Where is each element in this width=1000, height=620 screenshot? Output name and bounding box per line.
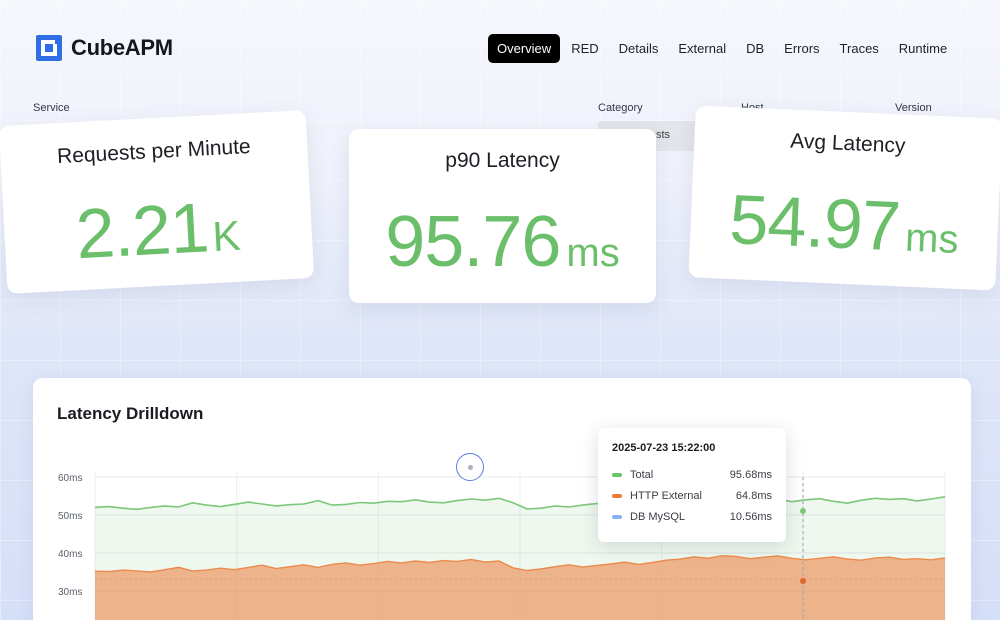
- tab-details[interactable]: Details: [618, 41, 659, 56]
- top-nav: Overview RED Details External DB Errors Traces…: [488, 34, 956, 63]
- tooltip-series-value: 10.56ms: [729, 511, 772, 523]
- tooltip-timestamp: 2025-07-23 15:22:00: [612, 442, 716, 454]
- y-tick-label: 50ms: [58, 511, 82, 522]
- tab-red[interactable]: RED: [571, 41, 599, 56]
- series-area-http-external: [95, 555, 945, 620]
- tab-traces[interactable]: Traces: [839, 41, 879, 56]
- series-line-http-external: [94, 554, 946, 573]
- tooltip-row: DB MySQL 10.56ms: [612, 510, 772, 524]
- version-filter-label: Version: [895, 102, 932, 114]
- series-line-total: [94, 496, 946, 511]
- category-select-value: sts: [655, 129, 670, 141]
- tab-overview[interactable]: Overview: [488, 34, 561, 63]
- tooltip-series-value: 95.68ms: [729, 469, 772, 481]
- legend-swatch-http-external: [612, 494, 622, 498]
- tooltip-series-name: HTTP External: [630, 490, 702, 502]
- metric-number: 95.76: [385, 202, 561, 282]
- cursor-indicator-icon: [456, 453, 484, 481]
- tooltip-series-name: DB MySQL: [630, 511, 686, 523]
- hover-marker-http-external: [800, 578, 806, 584]
- app-name: CubeAPM: [71, 35, 173, 60]
- y-tick-label: 60ms: [58, 473, 82, 484]
- tab-external[interactable]: External: [678, 41, 727, 56]
- tooltip-series-name: Total: [630, 469, 654, 481]
- legend-swatch-db-mysql: [612, 515, 622, 519]
- y-tick-label: 40ms: [58, 549, 82, 560]
- app-logo[interactable]: CubeAPM: [35, 34, 173, 62]
- hover-marker-total: [800, 508, 806, 514]
- tooltip-row: HTTP External 64.8ms: [612, 489, 772, 503]
- cube-logo-icon: [35, 34, 63, 62]
- tab-runtime[interactable]: Runtime: [898, 41, 948, 56]
- metric-card-p90-latency: p90 Latency 95.76 ms: [349, 129, 656, 303]
- tooltip-series-value: 64.8ms: [735, 490, 772, 502]
- tooltip-row: Total 95.68ms: [612, 468, 772, 482]
- chart-tooltip: 2025-07-23 15:22:00 Total 95.68ms HTTP E…: [598, 428, 786, 542]
- tab-errors[interactable]: Errors: [784, 41, 820, 56]
- legend-swatch-total: [612, 473, 622, 477]
- metric-unit: ms: [566, 231, 620, 275]
- tab-db[interactable]: DB: [746, 41, 765, 56]
- y-tick-label: 30ms: [58, 587, 82, 598]
- panel-title: Latency Drilldown: [57, 404, 204, 423]
- category-filter-label: Category: [598, 102, 643, 114]
- metric-value: 95.76 ms: [349, 201, 656, 283]
- service-filter-label: Service: [33, 102, 70, 114]
- metric-title: p90 Latency: [445, 149, 560, 172]
